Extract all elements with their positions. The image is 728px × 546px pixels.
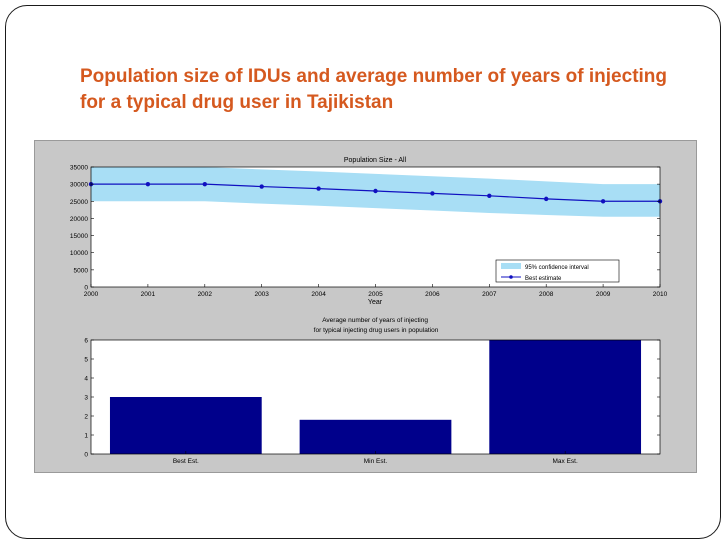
x-tick-label: 2009 bbox=[596, 291, 611, 298]
best-estimate-point bbox=[600, 199, 606, 204]
population-chart-title: Population Size - All bbox=[344, 157, 407, 164]
y-tick-label: 3 bbox=[84, 395, 88, 402]
x-tick-label: 2004 bbox=[311, 291, 326, 298]
y-tick-label: 25000 bbox=[70, 199, 88, 206]
injecting-x-ticks: Best Est. Min Est. Max Est. bbox=[173, 451, 578, 465]
y-tick-label: 5000 bbox=[74, 267, 89, 274]
best-estimate-layer bbox=[88, 181, 663, 204]
category-label: Max Est. bbox=[553, 458, 578, 465]
y-tick-label: 10000 bbox=[70, 250, 88, 257]
bar bbox=[109, 397, 262, 454]
y-tick-label: 5 bbox=[84, 357, 88, 364]
bar bbox=[299, 419, 452, 454]
bar bbox=[489, 340, 642, 454]
y-tick-label: 20000 bbox=[70, 216, 88, 223]
x-tick-label: 2010 bbox=[653, 291, 668, 298]
x-tick-label: 2002 bbox=[198, 291, 213, 298]
legend-band-swatch bbox=[501, 263, 521, 269]
injecting-bars-layer bbox=[109, 340, 642, 454]
x-tick-label: 2000 bbox=[84, 291, 99, 298]
x-tick-label: 2005 bbox=[368, 291, 383, 298]
best-estimate-point bbox=[430, 191, 435, 196]
best-estimate-point bbox=[202, 181, 207, 187]
y-tick-label: 15000 bbox=[70, 233, 88, 240]
x-tick-label: 2006 bbox=[425, 291, 440, 298]
population-y-ticks: 0 5000 10000 15000 20000 25000 30000 35000 bbox=[70, 165, 660, 292]
injecting-chart-title: Average number of years of injecting for… bbox=[314, 317, 439, 334]
y-tick-label: 35000 bbox=[70, 165, 88, 172]
injecting-chart-title-line-2: for typical injecting drug users in popu… bbox=[314, 327, 439, 334]
x-tick-label: 2003 bbox=[254, 291, 269, 298]
legend-best-label: Best estimate bbox=[525, 276, 562, 282]
injecting-years-chart: Average number of years of injecting for… bbox=[84, 317, 661, 465]
y-tick-label: 30000 bbox=[70, 182, 88, 189]
best-estimate-point bbox=[259, 184, 264, 189]
population-legend: 95% confidence interval Best estimate bbox=[495, 259, 620, 283]
y-tick-label: 6 bbox=[84, 338, 88, 345]
y-tick-label: 1 bbox=[84, 433, 88, 440]
population-chart: Population Size - All 2000 2001 2002 2003 20… bbox=[70, 157, 668, 306]
injecting-chart-title-line-1: Average number of years of injecting bbox=[322, 317, 428, 324]
legend-marker bbox=[509, 275, 513, 279]
best-estimate-point bbox=[373, 188, 378, 194]
y-tick-label: 0 bbox=[84, 452, 88, 459]
best-estimate-point bbox=[487, 193, 492, 198]
x-tick-label: 2001 bbox=[141, 291, 156, 298]
legend-band-label: 95% confidence interval bbox=[525, 265, 589, 271]
y-tick-label: 2 bbox=[84, 414, 88, 421]
best-estimate-point bbox=[145, 181, 151, 187]
category-label: Min Est. bbox=[364, 458, 388, 465]
y-tick-label: 0 bbox=[84, 285, 88, 292]
category-label: Best Est. bbox=[173, 458, 199, 465]
figure-svg: Population Size - All 2000 2001 2002 2003 20… bbox=[70, 157, 668, 465]
figure-panel: Population Size - All 2000 2001 2002 2003 20… bbox=[34, 140, 697, 473]
slide-title: Population size of IDUs and average numb… bbox=[80, 66, 668, 113]
injecting-y-ticks: 0 1 2 3 4 5 6 bbox=[84, 338, 660, 459]
x-tick-label: 2008 bbox=[539, 291, 554, 298]
best-estimate-point bbox=[316, 186, 321, 191]
population-x-axis-label: Year bbox=[368, 299, 383, 306]
x-tick-label: 2007 bbox=[482, 291, 497, 298]
y-tick-label: 4 bbox=[84, 376, 88, 383]
best-estimate-point bbox=[544, 196, 549, 202]
population-x-ticks: 2000 2001 2002 2003 2004 2005 2006 2007 2008 2009… bbox=[84, 284, 668, 298]
